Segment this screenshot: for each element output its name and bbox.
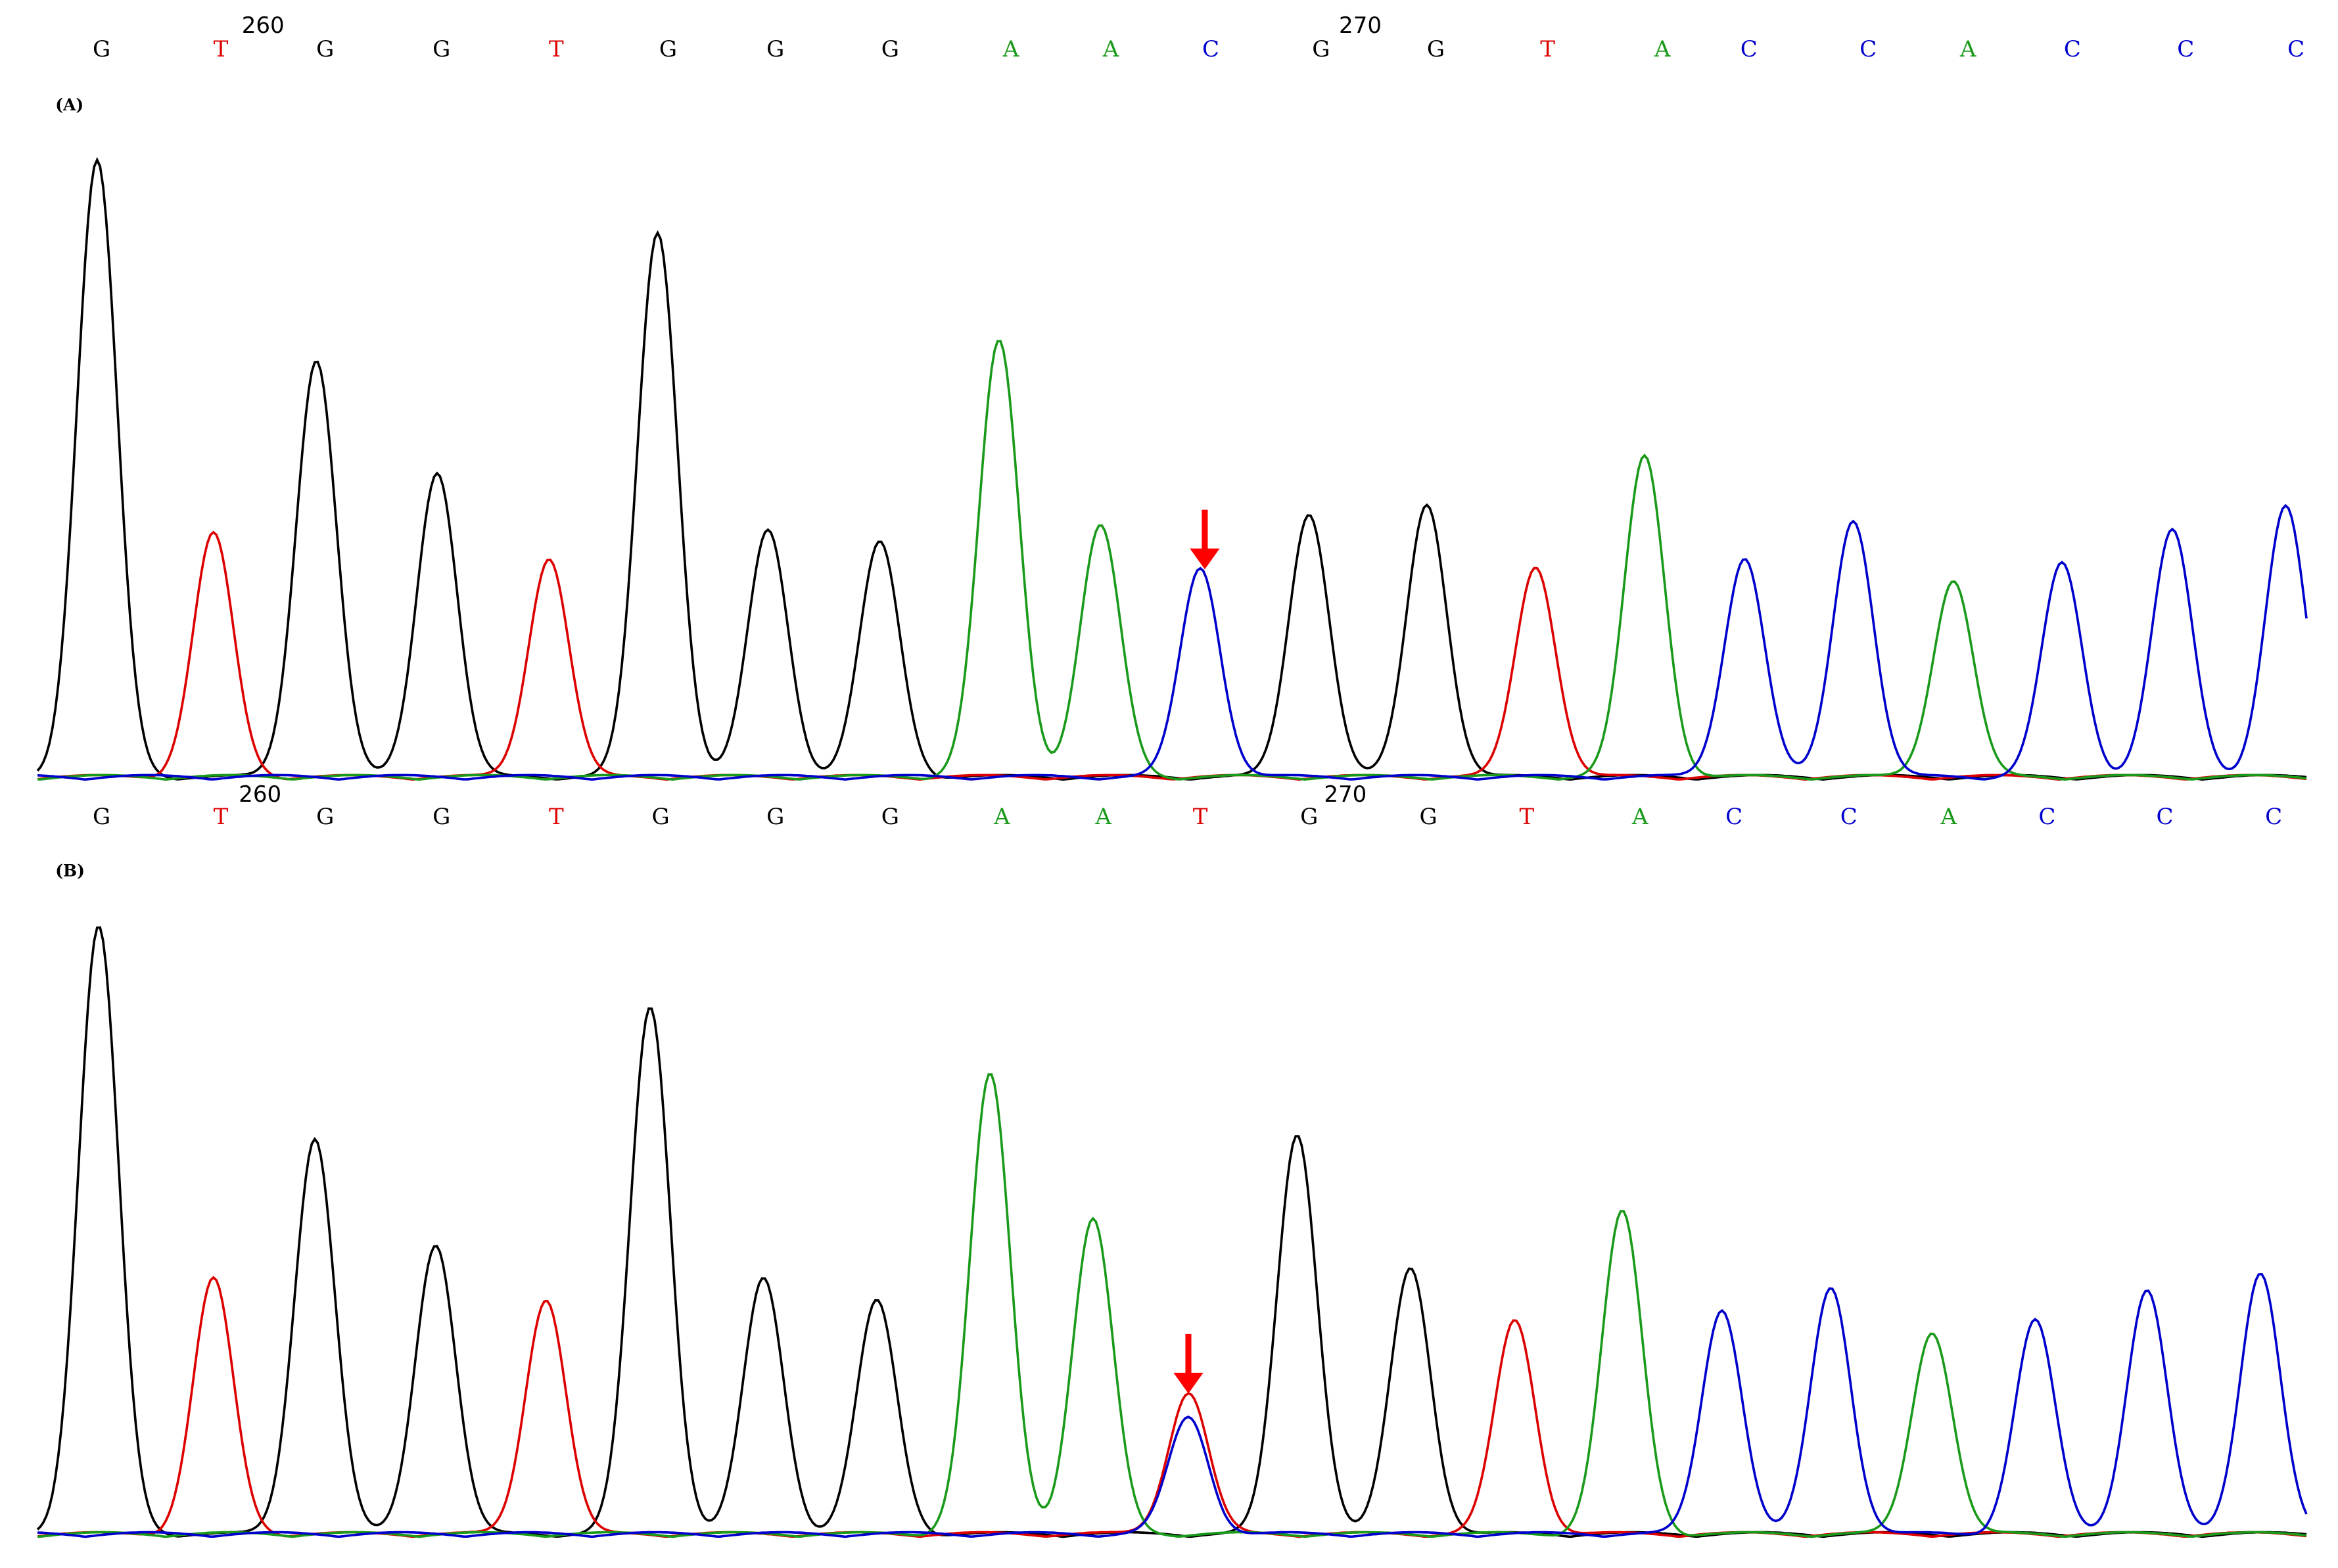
base-call: T: [1519, 804, 1534, 830]
base-call: A: [1094, 804, 1111, 830]
position-label: 260: [239, 781, 281, 808]
base-call: G: [881, 804, 899, 830]
base-call: A: [993, 804, 1010, 830]
base-call: G: [766, 804, 784, 830]
base-call: G: [651, 804, 669, 830]
base-call: C: [1202, 36, 1219, 62]
base-call: T: [1193, 804, 1208, 830]
base-call: G: [433, 804, 450, 830]
base-call: A: [1631, 804, 1648, 830]
base-call: G: [433, 36, 450, 62]
base-call: C: [1859, 36, 1877, 62]
base-call: C: [1725, 804, 1742, 830]
base-call: G: [316, 804, 334, 830]
trace: [37, 503, 2308, 781]
trace: [36, 156, 2307, 781]
base-call: T: [214, 804, 229, 830]
trace: [37, 1276, 2307, 1538]
base-call: A: [1959, 36, 1976, 62]
trace: [37, 530, 2307, 781]
panel-label: (A): [55, 95, 83, 114]
base-call: G: [766, 36, 784, 62]
base-call: G: [881, 36, 899, 62]
base-call: A: [1654, 36, 1671, 62]
arrow-head: [1190, 548, 1220, 570]
arrow-head: [1173, 1372, 1204, 1394]
base-call: C: [2287, 36, 2304, 62]
base-call: G: [93, 804, 110, 830]
base-call: G: [93, 36, 110, 62]
trace: [37, 340, 2307, 781]
position-label: 270: [1339, 12, 1382, 39]
base-call: G: [1312, 36, 1330, 62]
base-call: G: [316, 36, 334, 62]
base-call: T: [549, 804, 564, 830]
position-label: 260: [242, 12, 285, 39]
base-call: C: [2265, 804, 2282, 830]
base-call: C: [2038, 804, 2055, 830]
base-call: C: [1840, 804, 1858, 830]
base-call: A: [1102, 36, 1119, 62]
base-call: T: [1540, 36, 1555, 62]
position-label: 270: [1324, 781, 1367, 808]
base-call: C: [2177, 36, 2194, 62]
base-call: G: [1420, 804, 1438, 830]
base-call: G: [1427, 36, 1445, 62]
base-call: C: [2157, 804, 2174, 830]
trace: [37, 1073, 2307, 1538]
base-call: T: [214, 36, 229, 62]
base-call: G: [659, 36, 677, 62]
base-call: T: [549, 36, 564, 62]
base-call: G: [1300, 804, 1318, 830]
base-call: A: [1002, 36, 1019, 62]
trace: [37, 1272, 2308, 1538]
base-call: A: [1940, 804, 1957, 830]
base-call: C: [1741, 36, 1758, 62]
panel-label: (B): [55, 862, 85, 881]
base-call: C: [2064, 36, 2081, 62]
